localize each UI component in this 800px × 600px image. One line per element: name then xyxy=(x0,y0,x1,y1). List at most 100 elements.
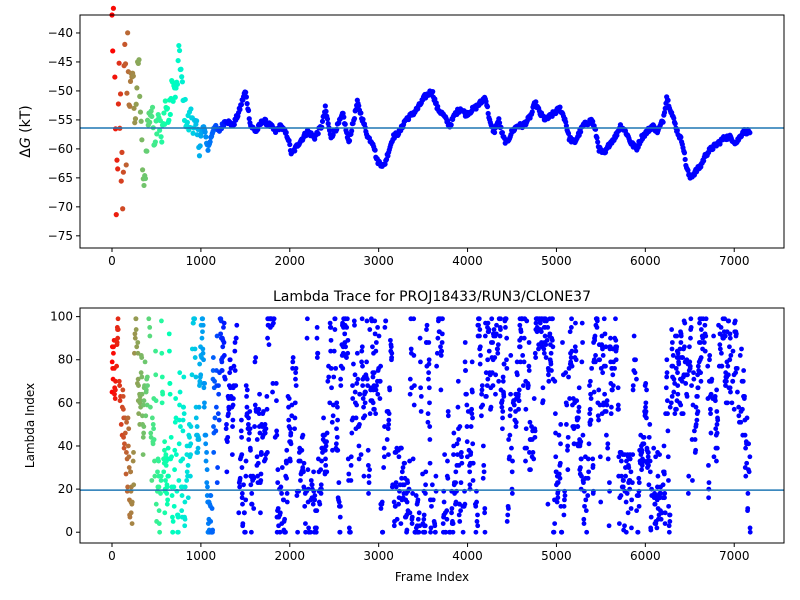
lambda-point xyxy=(200,316,206,322)
x-tick-label: 7000 xyxy=(719,549,750,563)
lambda-point xyxy=(159,318,164,324)
lambda-point xyxy=(580,432,586,438)
lambda-point xyxy=(348,478,354,483)
y-tick-label: −50 xyxy=(48,84,73,98)
lambda-point xyxy=(625,510,631,516)
lambda-point xyxy=(210,355,216,360)
lambda-point xyxy=(133,327,139,332)
lambda-point xyxy=(115,327,121,332)
x-tick-label: 1000 xyxy=(186,549,217,563)
lambda-point xyxy=(450,529,456,535)
lambda-point xyxy=(244,404,250,410)
lambda-point xyxy=(595,413,601,419)
lambda-point xyxy=(165,445,171,451)
lambda-point xyxy=(623,473,628,479)
lambda-point xyxy=(669,327,675,332)
lambda-point xyxy=(213,428,219,434)
lambda-point xyxy=(691,370,696,376)
lambda-point xyxy=(127,514,133,520)
lambda-point xyxy=(348,462,354,468)
lambda-point xyxy=(680,355,686,360)
lambda-point xyxy=(141,402,146,408)
lambda-point xyxy=(587,383,592,389)
lambda-point xyxy=(370,400,376,406)
lambda-point xyxy=(318,467,324,473)
lambda-point xyxy=(314,355,320,360)
lambda-point xyxy=(424,322,430,328)
lambda-point xyxy=(691,376,697,382)
lambda-point xyxy=(176,417,182,423)
lambda-point xyxy=(433,473,439,479)
lambda-point xyxy=(275,467,281,473)
lambda-point xyxy=(745,506,751,511)
lambda-point xyxy=(525,383,531,389)
lambda-point xyxy=(521,359,527,365)
lambda-point xyxy=(692,428,697,434)
lambda-point xyxy=(159,350,165,356)
lambda-point xyxy=(362,400,368,406)
lambda-point xyxy=(163,478,168,483)
lambda-panel: Lambda Trace for PROJ18433/RUN3/CLONE37 … xyxy=(23,289,785,584)
lambda-point xyxy=(156,484,162,490)
lambda-point xyxy=(648,527,654,533)
lambda-point xyxy=(248,482,254,488)
lambda-point xyxy=(254,437,260,442)
lambda-point xyxy=(300,432,306,438)
lambda-point xyxy=(201,404,207,410)
lambda-point xyxy=(205,484,210,490)
lambda-point xyxy=(373,348,379,354)
lambda-point xyxy=(438,344,443,350)
lambda-point xyxy=(739,346,744,352)
lambda-point xyxy=(284,460,289,466)
lambda-point xyxy=(746,469,752,475)
lambda-point xyxy=(408,346,414,352)
lambda-point xyxy=(706,462,711,468)
lambda-point xyxy=(736,413,742,419)
lambda-point xyxy=(555,480,561,486)
y-tick-label: 0 xyxy=(65,525,73,539)
lambda-point xyxy=(623,529,629,535)
lambda-point xyxy=(585,456,591,462)
delta-g-point xyxy=(286,137,292,144)
delta-g-point xyxy=(681,150,688,156)
delta-g-point xyxy=(176,42,182,49)
lambda-point xyxy=(636,480,642,486)
lambda-point xyxy=(187,434,192,440)
lambda-point xyxy=(730,348,736,354)
delta-g-point xyxy=(162,98,168,104)
lambda-point xyxy=(388,344,394,350)
lambda-point xyxy=(370,374,376,380)
lambda-point xyxy=(200,346,206,352)
lambda-point xyxy=(271,320,276,326)
lambda-point xyxy=(532,434,538,440)
lambda-point xyxy=(232,348,238,354)
lambda-point xyxy=(263,426,269,432)
lambda-point xyxy=(242,529,248,535)
lambda-point xyxy=(474,499,480,505)
lambda-point xyxy=(340,365,346,371)
lambda-point xyxy=(473,529,479,535)
lambda-point xyxy=(372,318,378,324)
lambda-point xyxy=(194,424,200,429)
lambda-point xyxy=(459,460,465,466)
delta-g-point xyxy=(112,74,118,80)
lambda-point xyxy=(126,454,132,460)
lambda-point xyxy=(743,473,749,479)
lambda-point xyxy=(411,316,417,322)
lambda-point xyxy=(698,378,704,384)
lambda-point xyxy=(443,529,449,535)
lambda-point xyxy=(264,450,270,455)
lambda-point xyxy=(713,426,719,432)
lambda-point xyxy=(360,396,366,401)
delta-g-point xyxy=(237,106,243,113)
lambda-point xyxy=(351,361,356,367)
lambda-point xyxy=(181,374,187,380)
lambda-point xyxy=(182,484,188,490)
lambda-point xyxy=(536,346,541,352)
lambda-point xyxy=(352,322,357,328)
lambda-point xyxy=(274,398,279,404)
lambda-point xyxy=(468,450,474,455)
lambda-point xyxy=(249,491,255,496)
lambda-point xyxy=(125,443,131,449)
